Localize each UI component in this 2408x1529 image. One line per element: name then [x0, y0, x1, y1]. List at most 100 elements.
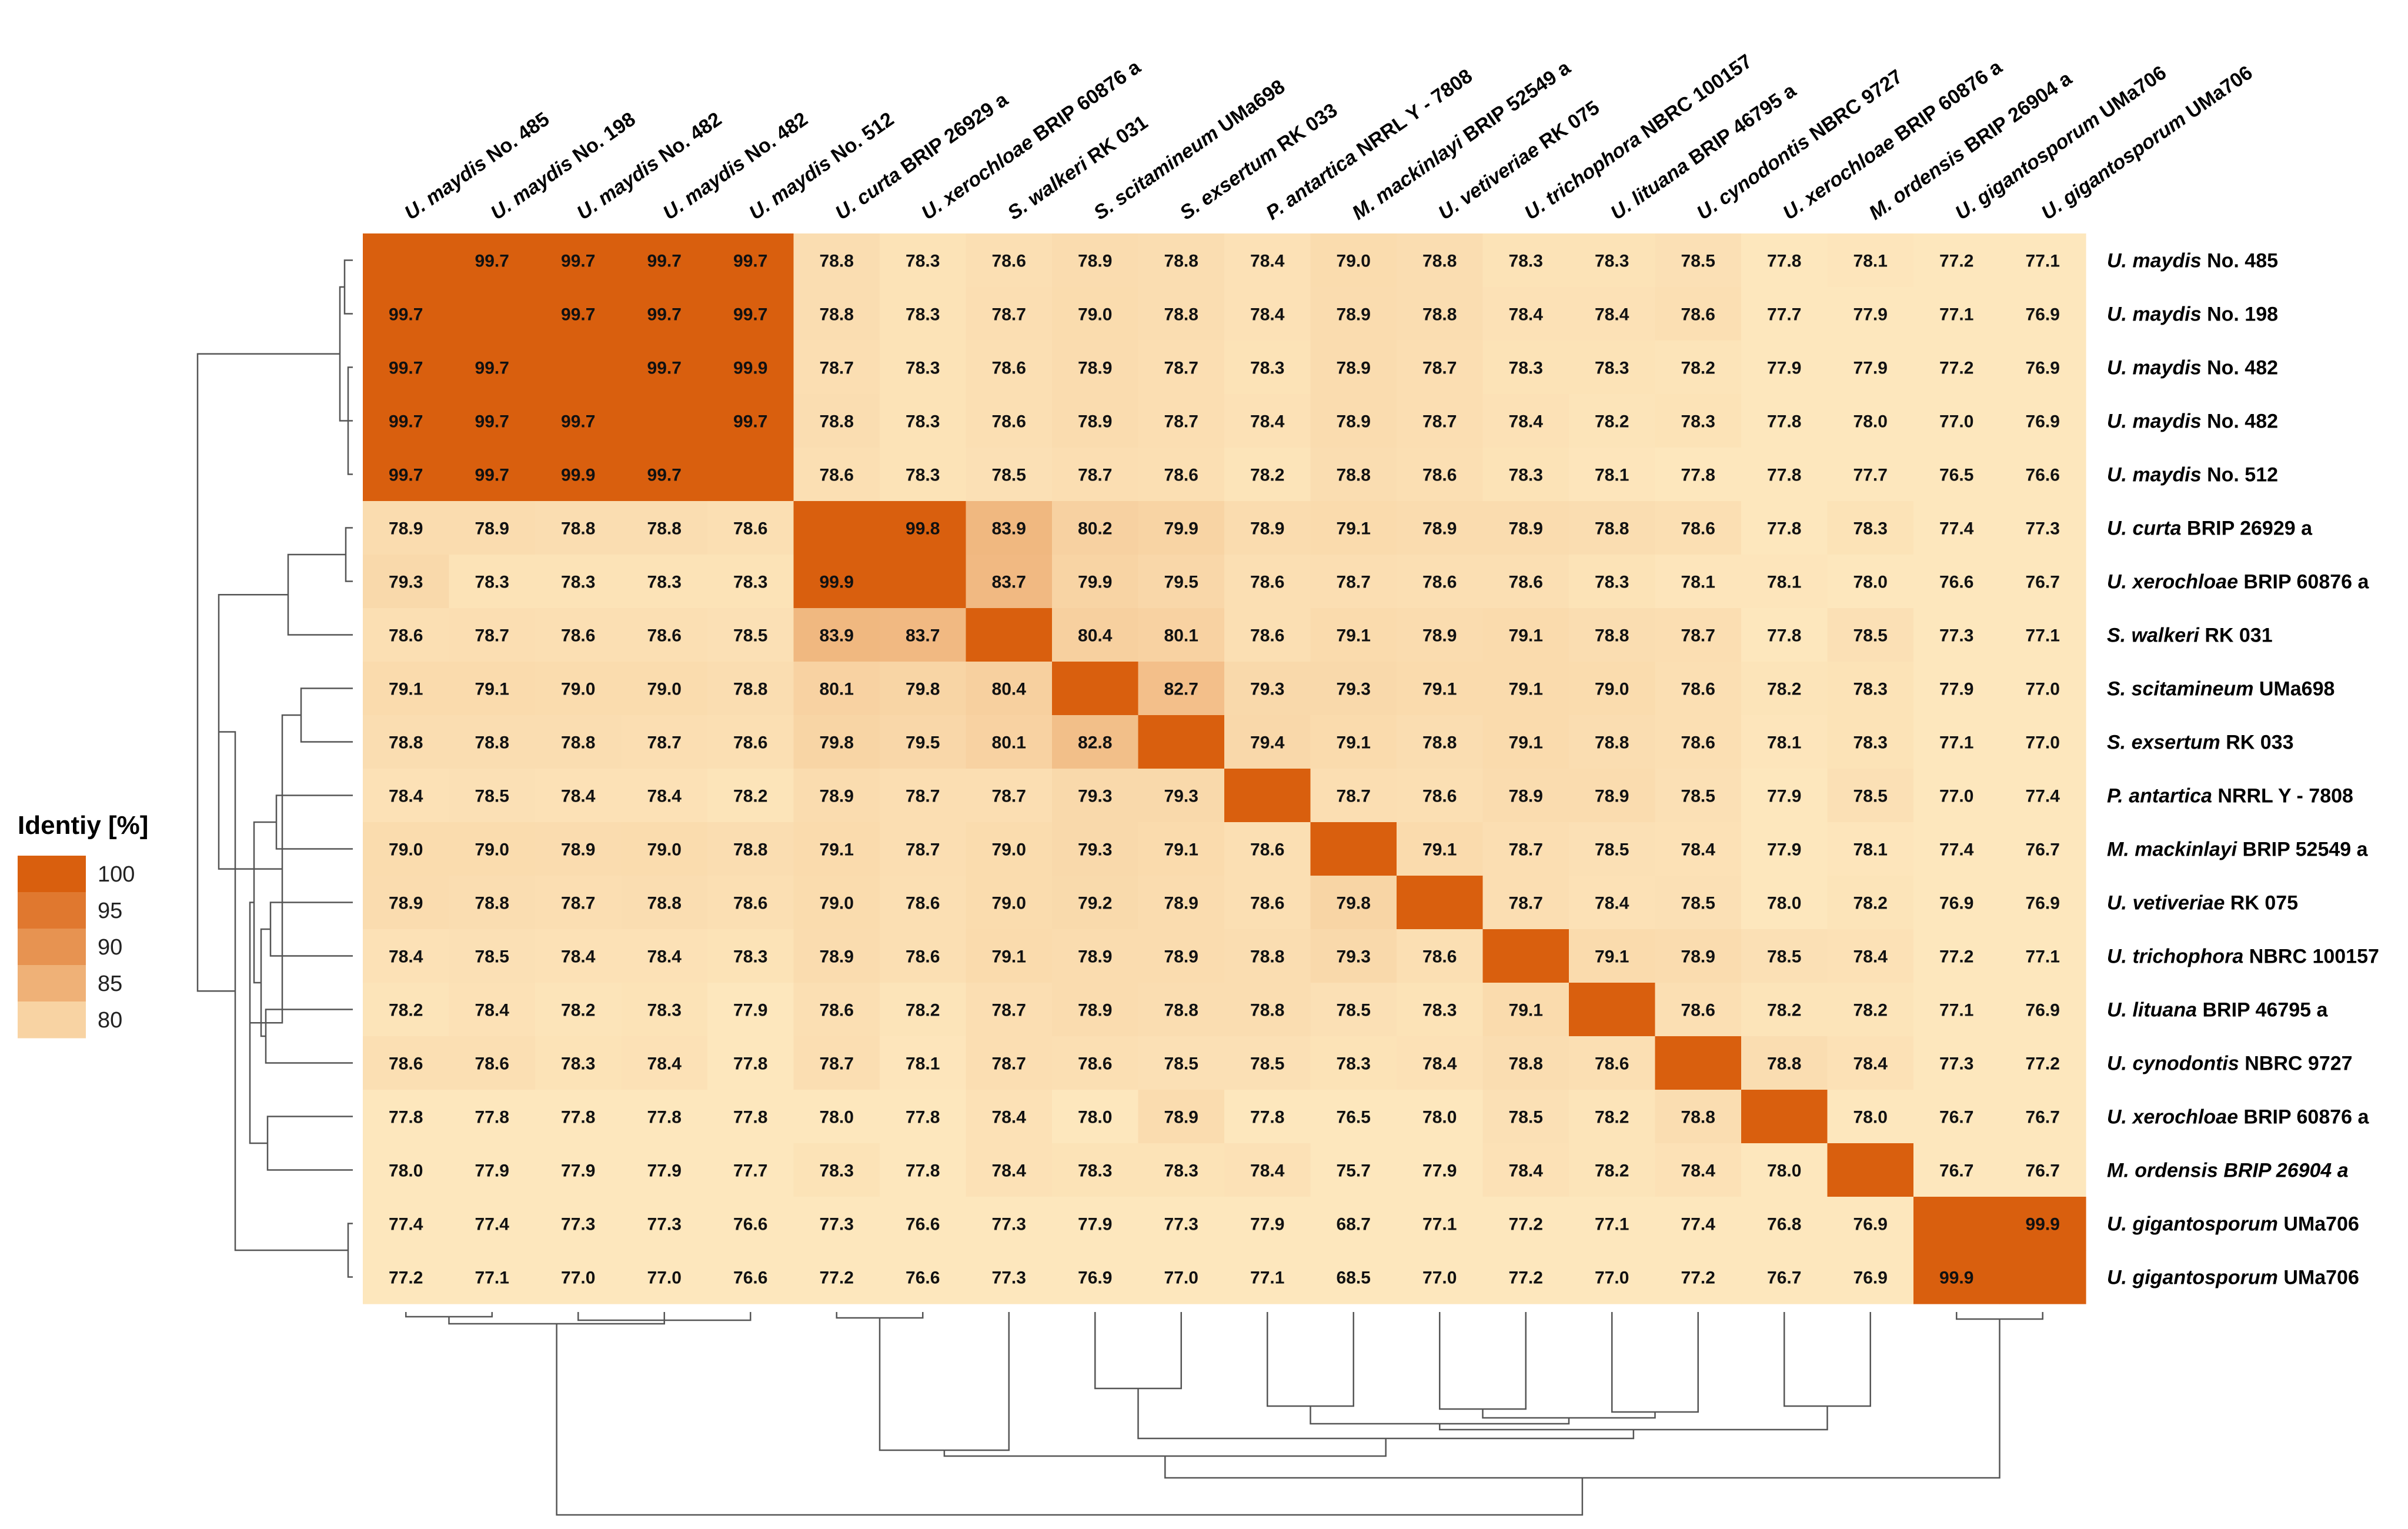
- heatmap-cell: [449, 287, 536, 341]
- heatmap-cell: [535, 555, 622, 609]
- heatmap-cell: [1397, 929, 1484, 983]
- heatmap-cell: [966, 1090, 1053, 1144]
- dendrogram-branch: [1164, 1319, 2000, 1479]
- heatmap-cell: [1655, 769, 1742, 823]
- heatmap-cell: [1655, 608, 1742, 662]
- cell-value: 80.1: [820, 680, 854, 699]
- heatmap-cell: [1655, 929, 1742, 983]
- cell-value: 77.2: [820, 1268, 854, 1288]
- heatmap-cell: [1655, 876, 1742, 930]
- heatmap-cell: [449, 822, 536, 876]
- cell-value: 99.7: [389, 466, 423, 485]
- row-label: U. maydis No. 482: [2107, 410, 2278, 433]
- cell-value: 77.8: [906, 1161, 940, 1181]
- heatmap-cell: [966, 769, 1053, 823]
- cell-value: 79.9: [1164, 519, 1198, 539]
- cell-value: 78.4: [1681, 840, 1716, 860]
- cell-value: 78.4: [1422, 1054, 1457, 1074]
- heatmap-cell: [363, 287, 450, 341]
- heatmap-cell: [1999, 608, 2086, 662]
- heatmap-cell: [1999, 769, 2086, 823]
- legend-tick-label: 80: [98, 1008, 122, 1033]
- heatmap-cell: [363, 340, 450, 395]
- cell-value: 83.7: [906, 626, 940, 646]
- heatmap-cell: [880, 1090, 967, 1144]
- cell-value: 79.0: [1337, 252, 1371, 271]
- cell-value: 78.4: [1250, 252, 1285, 271]
- heatmap-cell: [1224, 662, 1311, 716]
- cell-value: 77.1: [1939, 1001, 1973, 1020]
- row-label: S. walkeri RK 031: [2107, 625, 2273, 647]
- heatmap-cell: [535, 662, 622, 716]
- cell-value: 78.0: [1078, 1108, 1112, 1127]
- cell-value: 78.4: [1509, 305, 1544, 325]
- cell-value: 77.8: [1681, 466, 1715, 485]
- cell-value: 78.9: [389, 519, 423, 539]
- heatmap-cell: [1999, 501, 2086, 555]
- cell-value: 78.8: [1250, 1001, 1284, 1020]
- cell-value: 78.9: [1078, 252, 1112, 271]
- cell-value: 77.0: [561, 1268, 595, 1288]
- cell-value: 77.3: [992, 1215, 1026, 1234]
- heatmap-cell: [1310, 1197, 1397, 1251]
- cell-value: 77.8: [1767, 252, 1801, 271]
- cell-value: 77.8: [1767, 412, 1801, 432]
- heatmap-cell: [1827, 1090, 1914, 1144]
- heatmap-cell: [1827, 233, 1914, 288]
- cell-value: 77.2: [1939, 359, 1973, 378]
- heatmap-cell: [1138, 555, 1225, 609]
- row-label: M. ordensis BRIP 26904 a: [2107, 1160, 2349, 1182]
- heatmap-cell: [621, 876, 708, 930]
- column-label: U. vetiveriae RK 075: [1434, 96, 1604, 225]
- cell-value: 78.3: [1853, 519, 1888, 539]
- heatmap-cell: [1999, 1090, 2086, 1144]
- cell-value: 78.3: [1509, 466, 1543, 485]
- cell-value: 77.9: [647, 1161, 682, 1181]
- cell-value: 78.0: [1422, 1108, 1457, 1127]
- heatmap-cell: [1741, 983, 1828, 1037]
- cell-value: 77.1: [2026, 626, 2060, 646]
- cell-value: 77.2: [1939, 947, 1973, 967]
- heatmap-cell: [1655, 983, 1742, 1037]
- heatmap-cell: [535, 1250, 622, 1304]
- cell-value: 78.7: [1164, 412, 1198, 432]
- cell-value: 99.7: [475, 359, 509, 378]
- heatmap-cell: [1138, 1036, 1225, 1090]
- dendrogram-branch: [1956, 1312, 2043, 1320]
- cell-value: 78.6: [561, 626, 595, 646]
- heatmap-cell: [1052, 608, 1139, 662]
- heatmap-cell: [1655, 822, 1742, 876]
- heatmap-cell: [1827, 448, 1914, 502]
- cell-value: 78.5: [1337, 1001, 1371, 1020]
- heatmap-cell: [1482, 1197, 1569, 1251]
- heatmap-cell: [1224, 340, 1311, 395]
- cell-value: 80.4: [992, 680, 1027, 699]
- cell-value: 76.6: [906, 1215, 940, 1234]
- cell-value: 78.9: [389, 894, 423, 913]
- heatmap-cell: [966, 233, 1053, 288]
- heatmap-cell: [1913, 448, 2000, 502]
- heatmap-cell: [1913, 501, 2000, 555]
- row-label: U. lituana BRIP 46795 a: [2107, 999, 2329, 1021]
- cell-value: 77.2: [1681, 1268, 1715, 1288]
- heatmap-cell: [1913, 233, 2000, 288]
- heatmap-cell: [1310, 1143, 1397, 1197]
- row-label: P. antartica NRRL Y - 7808: [2107, 785, 2353, 807]
- cell-value: 79.8: [820, 733, 854, 753]
- heatmap-cell: [1913, 929, 2000, 983]
- heatmap-cell: [363, 983, 450, 1037]
- heatmap-cell: [1827, 287, 1914, 341]
- dendrogram-branch: [943, 1438, 1387, 1457]
- heatmap-cell: [1224, 929, 1311, 983]
- heatmap-cell: [966, 715, 1053, 769]
- heatmap-cell: [1827, 662, 1914, 716]
- heatmap-cell: [1482, 822, 1569, 876]
- cell-value: 78.8: [1422, 252, 1457, 271]
- heatmap-cell: [1999, 1250, 2086, 1304]
- heatmap-cell: [1655, 287, 1742, 341]
- heatmap-cell: [1655, 555, 1742, 609]
- legend-tick-label: 95: [98, 899, 122, 923]
- heatmap-cell: [535, 608, 622, 662]
- heatmap-cell: [1827, 1250, 1914, 1304]
